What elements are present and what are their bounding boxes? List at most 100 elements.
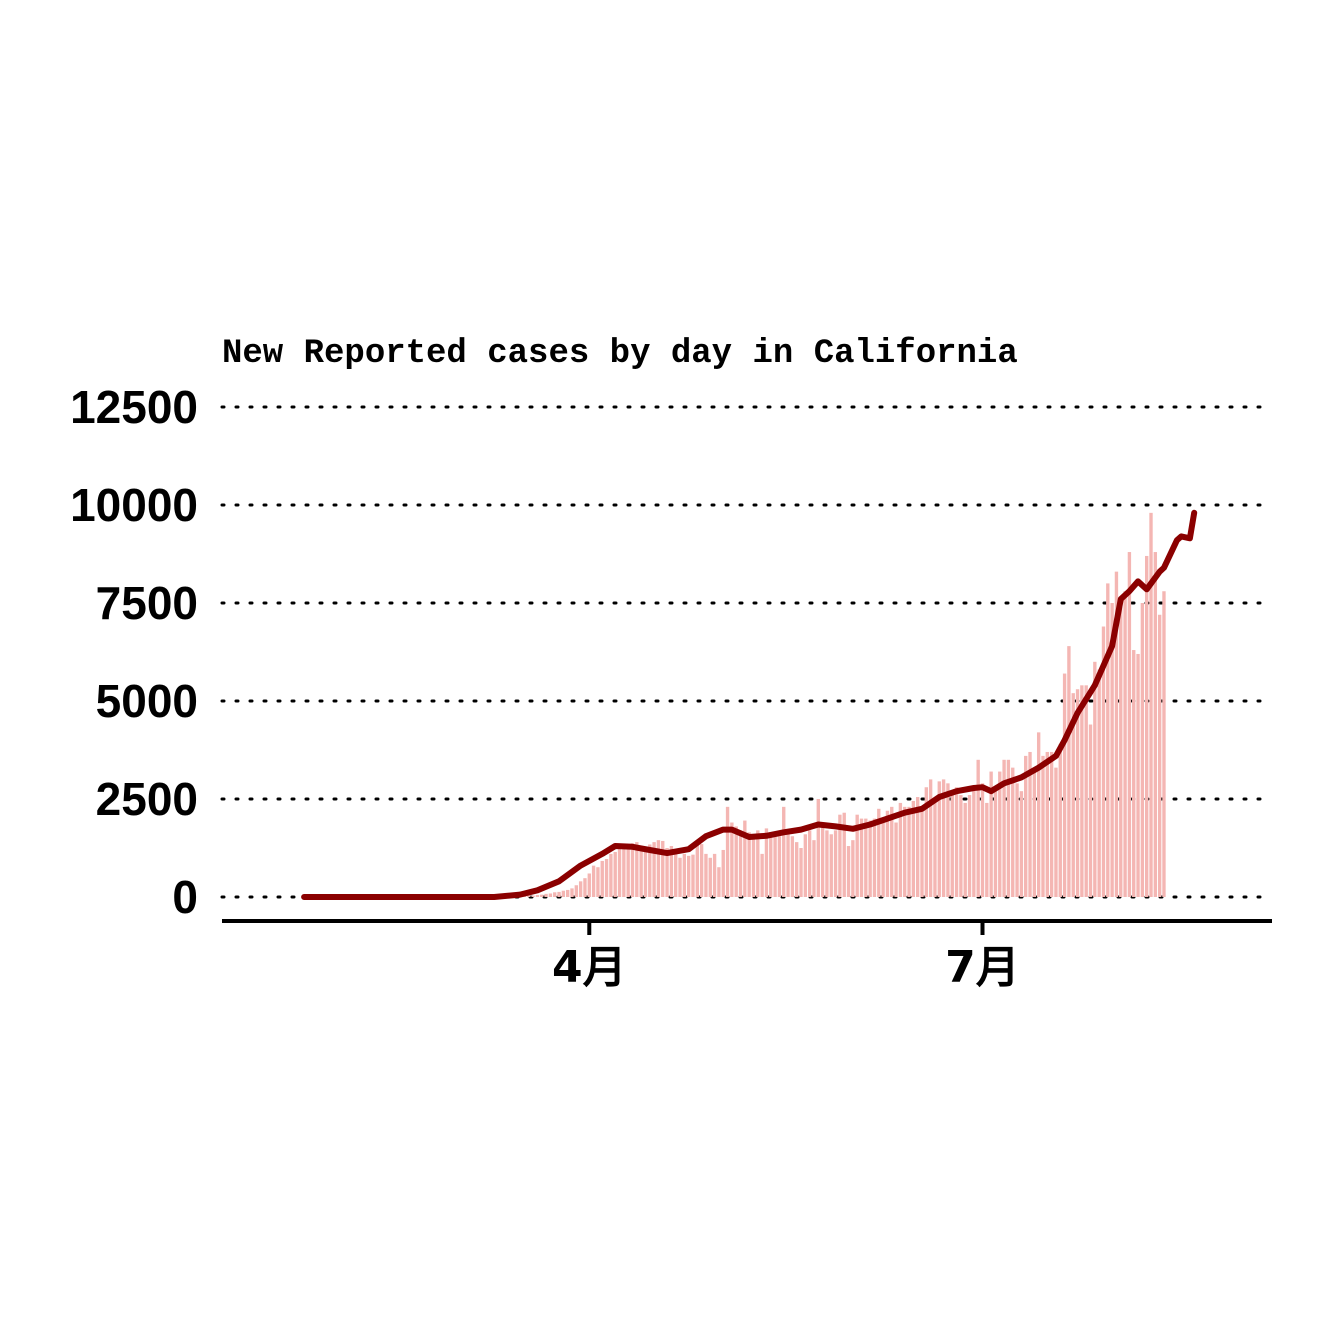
bar [1140,603,1145,897]
bar [557,891,561,897]
bar [820,826,825,897]
bar [1123,591,1127,897]
bar [686,855,691,897]
bar [1093,661,1097,897]
bar [1028,751,1032,897]
bar [574,885,579,897]
bar [600,860,604,897]
bar [903,806,907,897]
bar [661,840,665,897]
bar [527,895,531,897]
bar [933,799,937,897]
bar [937,781,941,897]
bar [1011,767,1015,897]
bar [1067,646,1071,897]
bar [1015,783,1019,897]
y-tick-label: 12500 [70,381,198,433]
bar [1097,669,1101,897]
bar [907,806,911,897]
bar [825,830,829,897]
bar [1045,751,1049,897]
bar [894,822,898,897]
bar [699,844,704,897]
bar [1032,771,1037,897]
bar [1049,751,1054,897]
bar [587,873,591,897]
bar [1119,599,1123,897]
bar [881,818,885,897]
bar [816,799,820,897]
bar [864,818,868,897]
bar [1019,791,1024,897]
bar [540,894,544,897]
bar [617,848,622,897]
bar [833,830,838,897]
bar [872,818,877,897]
x-axis-ticks: 4月 7月 [552,921,1020,993]
bar [928,779,933,897]
bar [950,791,954,897]
bar [1088,724,1093,897]
bar [622,846,626,897]
bar [829,834,833,897]
y-axis-ticks: 0 2500 5000 7500 10000 12500 [70,381,198,923]
bar [1106,583,1110,897]
bar [1110,603,1114,897]
bar [1024,755,1028,897]
bar [1041,755,1045,897]
bar [1071,693,1075,897]
bar [924,787,929,897]
bar [898,802,903,897]
bar [1084,685,1088,897]
bar [717,867,721,897]
bar [777,836,782,897]
bar [807,830,812,897]
bar [669,846,674,897]
bar [989,771,993,897]
bar [1075,689,1080,897]
bar [851,840,855,897]
bar [877,808,881,897]
bar [769,832,773,897]
bar [712,853,717,897]
bar [609,853,613,897]
bar [972,787,976,897]
bar [751,838,756,897]
bar [553,892,557,897]
bar [868,820,872,897]
y-tick-label: 7500 [96,577,198,629]
bar [1157,614,1162,897]
bar [799,848,803,897]
bar [708,857,712,897]
bar [838,814,842,897]
bar [1127,552,1132,897]
bar [635,842,639,897]
bar [980,783,985,897]
bar [583,878,587,897]
bar [859,818,864,897]
bar [1136,653,1140,897]
bar [1101,626,1106,897]
bar [954,787,959,897]
chart-title: New Reported cases by day in California [222,335,1018,373]
bar [959,795,963,897]
bar [561,890,566,897]
bar [993,787,998,897]
bar [747,832,751,897]
bar [756,830,760,897]
bar [890,806,894,897]
bar [639,846,643,897]
bar [946,783,950,897]
bar [1054,767,1058,897]
bar [596,867,600,897]
bar [915,797,920,897]
bar [885,810,890,897]
bar [1080,685,1084,897]
bar [1006,759,1011,897]
bar [643,848,648,897]
bar [604,858,609,897]
bar [652,842,656,897]
bar [920,810,924,897]
bar [1036,732,1041,897]
